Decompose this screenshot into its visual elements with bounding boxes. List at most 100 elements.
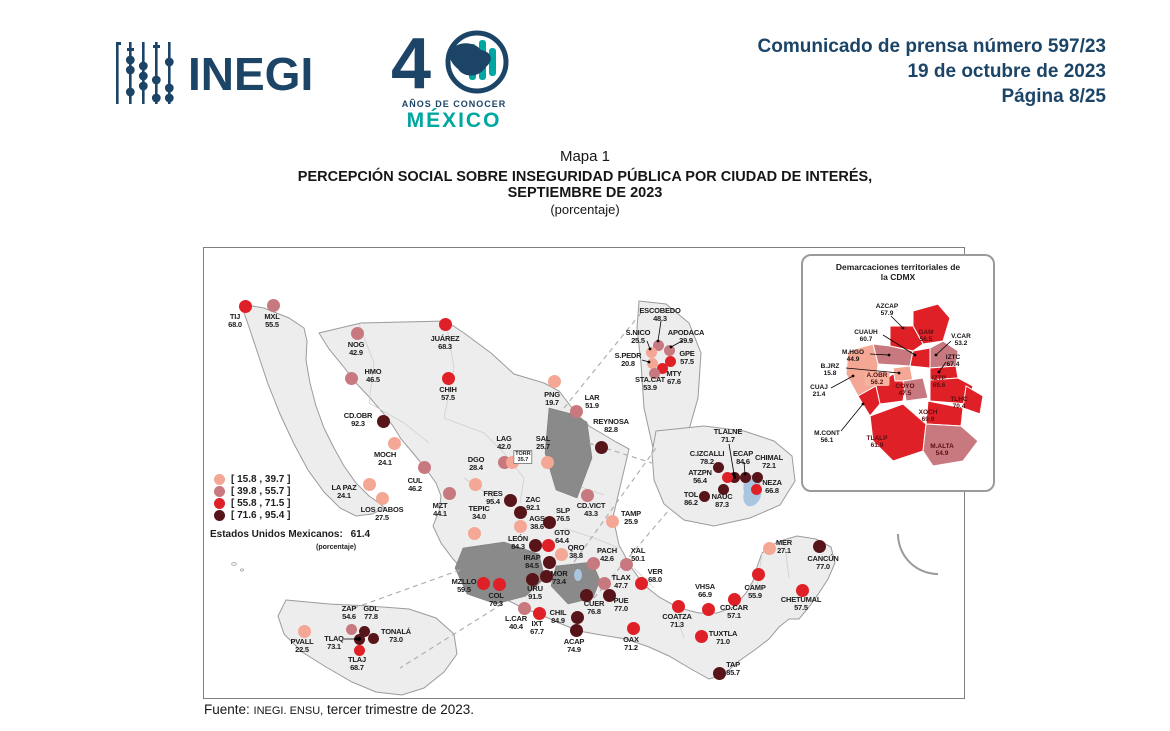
borough-pointer-iztc <box>938 361 947 373</box>
city-label-layer: TIJ 68.0 MXL 55.5 NOG 42.9 HMO 46.5 JUÁREZ 68.3 CH… <box>204 248 964 698</box>
city-name-gpe: GPE <box>679 349 695 358</box>
city-dot-s-nico <box>645 346 657 358</box>
city-value-mty: 67.6 <box>667 377 681 386</box>
borough-pointer-iztc-anchor <box>937 370 941 374</box>
city-name-atzpn: ATZPN <box>688 468 712 477</box>
borough-value-cuauh: 60.7 <box>859 336 873 343</box>
city-name-tuxtla: TUXTLA <box>708 629 738 638</box>
city-name-uru: URU <box>527 584 543 593</box>
decorative-arc <box>897 533 939 575</box>
city-name-s-pedr: S.PEDR <box>614 351 642 360</box>
city-label-chimal: CHIMAL 72.1 <box>755 454 783 470</box>
city-name-pue: PUE <box>613 596 629 605</box>
city-name-slp: SLP <box>556 506 570 515</box>
national-reference: Estados Unidos Mexicanos: 61.4 <box>210 529 370 540</box>
borough-name-a-obr: A.OBR <box>866 372 888 379</box>
borough-name-coyo: COYO <box>895 383 915 390</box>
press-release-date: 19 de octubre de 2023 <box>907 61 1106 82</box>
city-value-gto: 64.4 <box>555 536 569 545</box>
city-name-sta-cat: STA.CAT <box>635 375 665 384</box>
borough-malta <box>922 423 979 467</box>
city-dot-juarez <box>438 317 452 331</box>
city-dot-gto <box>541 538 555 552</box>
city-value-uru: 91.5 <box>528 592 542 601</box>
city-dot-lar <box>569 404 583 418</box>
city-label-mzllo: MZLLO 59.5 <box>452 578 477 594</box>
leader-line-s-nico <box>646 340 651 350</box>
city-value-apodaca: 39.9 <box>679 336 693 345</box>
borough-pointer-m-cont <box>840 403 864 432</box>
leader-line-s-pedr-anchor <box>647 360 651 364</box>
city-name-mzllo: MZLLO <box>451 577 477 586</box>
city-dot-tlax <box>597 576 611 590</box>
city-dot-mer <box>762 541 776 555</box>
borough-pointer-b-jrz <box>845 367 900 374</box>
city-label-lag: LAG 42.0 <box>496 435 511 451</box>
city-value-tonala: 73.0 <box>389 635 403 644</box>
city-label-lar: LAR 51.9 <box>585 394 600 410</box>
borough-label-azcap: AZCAP 57.9 <box>876 303 898 317</box>
cdmx-inset-title: Demarcaciones territoriales de la CDMX <box>803 262 993 282</box>
lake-texcoco-small <box>574 569 582 581</box>
city-dot-apodaca <box>663 344 675 356</box>
city-dot-layer <box>204 248 964 698</box>
city-name-apodaca: APODACA <box>667 328 705 337</box>
city-name-tlalne: TLALNE <box>713 427 743 436</box>
city-label-sal: SAL 25.7 <box>536 435 551 451</box>
anniversary-40-icon: 4 <box>391 24 509 104</box>
city-dot-tuxtla <box>694 629 708 643</box>
city-label-tij: TIJ 68.0 <box>228 313 242 329</box>
city-label-l-car: L.CAR 40.4 <box>505 615 527 631</box>
borough-name-b-jrz: B.JRZ <box>820 363 840 370</box>
map-subtitle: SEPTIEMBRE DE 2023 <box>507 185 663 201</box>
city-name-tlax: TLAX <box>611 573 631 582</box>
city-label-escobedo: ESCOBEDO 48.3 <box>639 307 681 323</box>
city-name-leon: LEÓN <box>507 534 529 543</box>
anniversary-line2: MÉXICO <box>406 109 502 132</box>
city-name-ecap: ECAP <box>732 449 754 458</box>
anniversary-line1: AÑOS DE CONOCER <box>401 99 507 109</box>
city-dot-los-cabos <box>375 491 389 505</box>
city-dot-ixt <box>532 606 546 620</box>
city-value-coatza: 71.3 <box>670 620 684 629</box>
borough-pointer-b-jrz-anchor <box>897 371 901 375</box>
city-name-reynosa: REYNOSA <box>593 417 629 426</box>
city-label-acap: ACAP 74.9 <box>564 638 585 654</box>
islands <box>231 562 237 566</box>
cdmx-borough-map <box>830 303 984 467</box>
borough-label-m-alta: M.ALTA 54.9 <box>930 443 954 457</box>
city-value-sal: 25.7 <box>536 442 550 451</box>
city-name-irap: IRAP <box>523 553 541 562</box>
city-name-col: COL <box>488 591 504 600</box>
city-value-tlax: 47.7 <box>614 581 628 590</box>
borough-pointer-azcap <box>890 315 904 329</box>
city-label-neza: NEZA 66.8 <box>762 479 782 495</box>
city-value-tap: 85.7 <box>726 668 740 677</box>
city-value-mor: 73.4 <box>552 577 566 586</box>
city-dot-irap <box>542 555 556 569</box>
borough-pointer-cuauh-anchor <box>913 353 917 357</box>
city-name-chimal: CHIMAL <box>755 453 783 462</box>
national-value: 61.4 <box>350 529 371 540</box>
borough-pointer-azcap-anchor <box>901 326 905 330</box>
map-figure: TIJ 68.0 MXL 55.5 NOG 42.9 HMO 46.5 JUÁREZ 68.3 CH… <box>203 247 995 699</box>
city-label-coatza: COATZA 71.3 <box>662 613 692 629</box>
city-value-slp: 76.5 <box>556 514 570 523</box>
legend-range-2: [ 39.8 , 55.7 ] <box>231 485 291 497</box>
city-label-atzpn: ATZPN 56.4 <box>688 468 712 485</box>
city-label-tap: TAP 85.7 <box>726 661 740 677</box>
borough-name-gam: GAM <box>918 329 934 336</box>
city-label-mer: MER 27.1 <box>776 539 792 555</box>
city-value-tuxtla: 71.0 <box>716 637 730 646</box>
borough-name-m-hgo: M.HGO <box>841 349 865 356</box>
leader-line-s-nico-anchor <box>648 347 652 351</box>
city-dot-tol <box>698 490 710 502</box>
borough-label-coyo: COYO 47.5 <box>895 383 914 397</box>
city-label-dgo: DGO 28.4 <box>468 456 485 472</box>
city-dot-gdl <box>358 625 370 637</box>
baja-california-shape <box>240 303 386 517</box>
svg-text:4: 4 <box>391 26 431 96</box>
city-dot-cd-vict <box>580 488 594 502</box>
city-label-nauc: NAUC 87.3 <box>712 493 733 509</box>
city-label-mty: MTY 67.6 <box>666 370 681 386</box>
